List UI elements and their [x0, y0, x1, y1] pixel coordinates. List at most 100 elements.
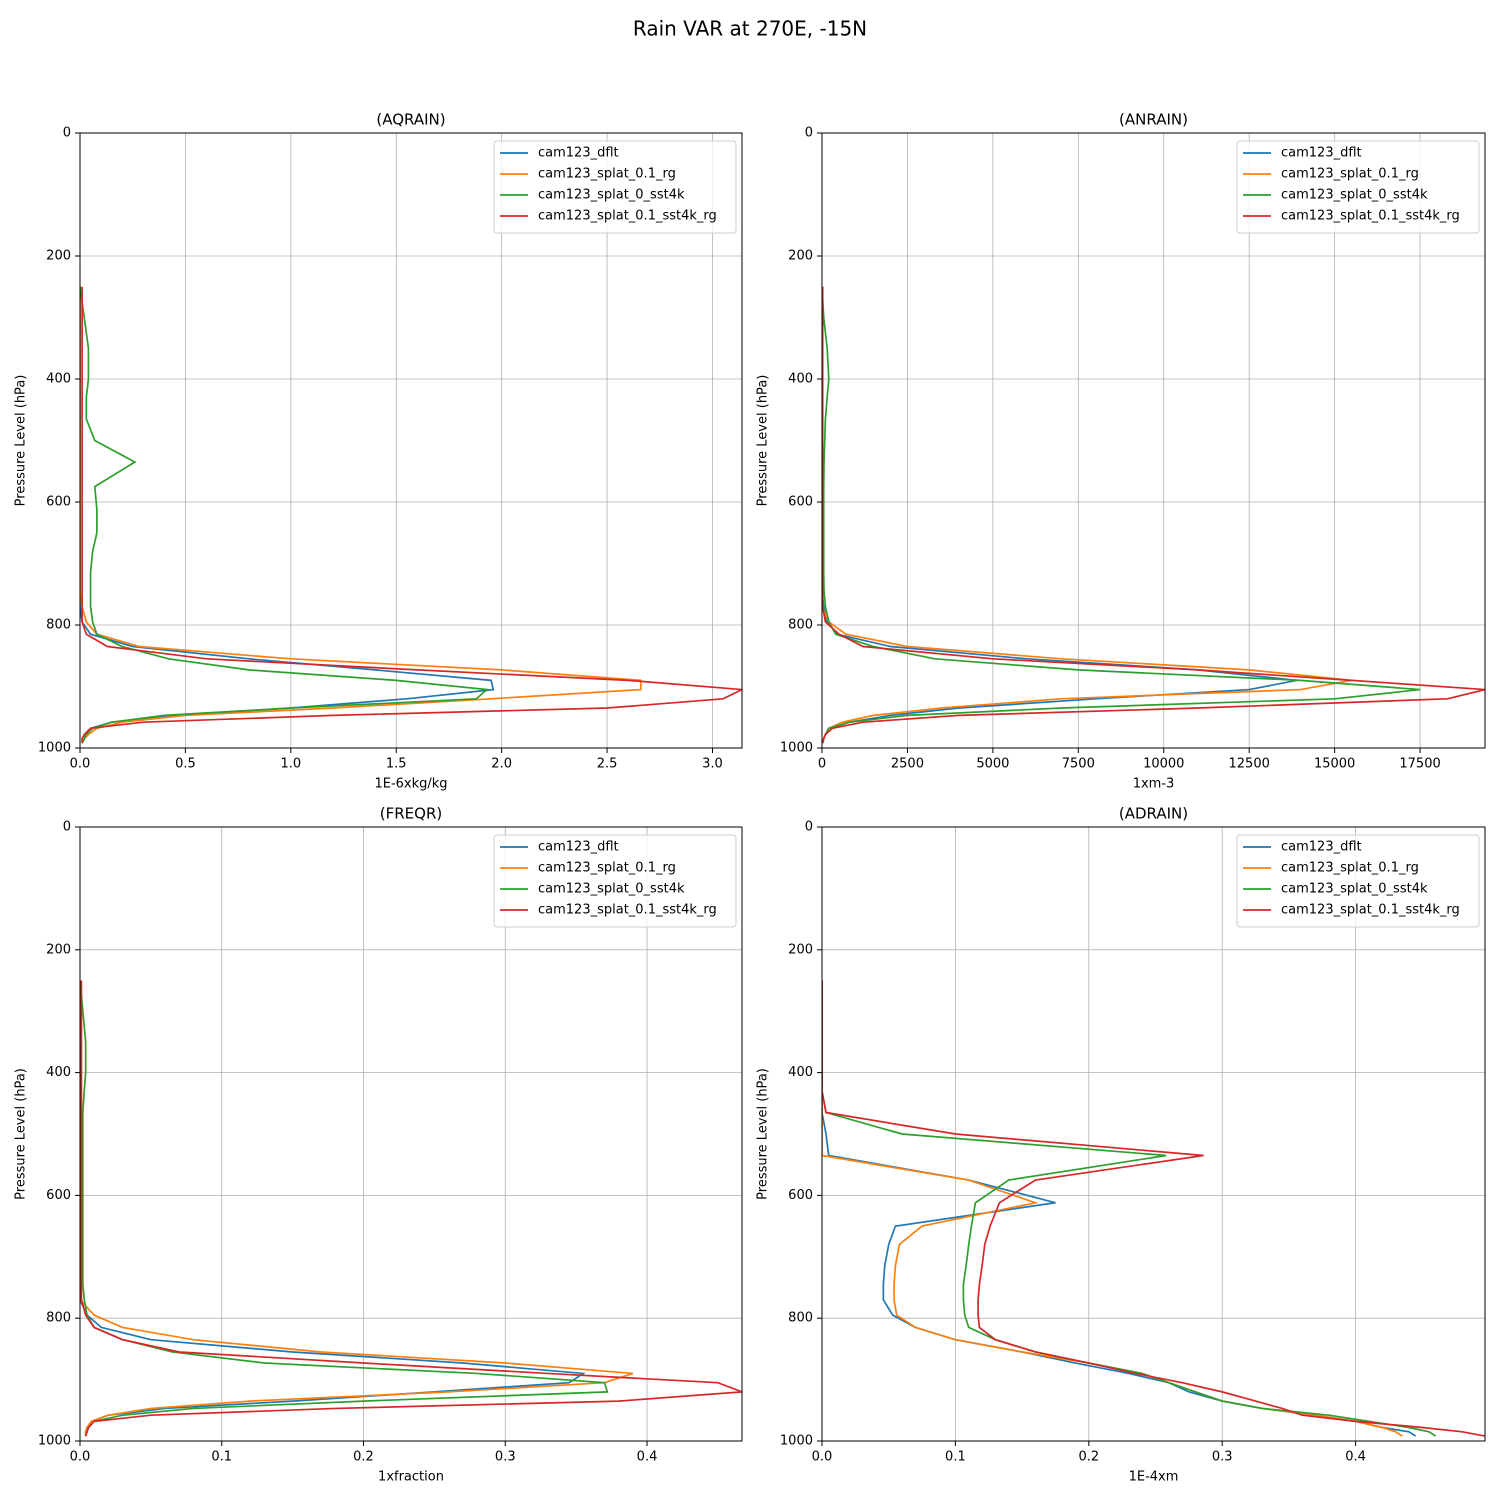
- series-line: [80, 286, 642, 744]
- legend-label: cam123_splat_0_sst4k: [538, 882, 685, 897]
- legend-label: cam123_splat_0.1_sst4k_rg: [538, 209, 717, 224]
- legend-label: cam123_splat_0.1_rg: [1281, 861, 1419, 876]
- legend: cam123_dflt cam123_splat_0.1_rg cam123_spl…: [493, 140, 737, 234]
- legend-label: cam123_splat_0.1_sst4k_rg: [1281, 209, 1460, 224]
- axes-title: (ANRAIN): [1119, 111, 1188, 129]
- x-tick-label: 1.0: [280, 757, 301, 772]
- x-tick-label: 0: [818, 757, 826, 772]
- series-line: [81, 286, 742, 744]
- legend-label: cam123_dflt: [1281, 840, 1362, 855]
- y-axis-label: Pressure Level (hPa): [756, 375, 771, 507]
- x-tick-label: 2.0: [491, 757, 512, 772]
- x-tick-label: 0.2: [1078, 1450, 1099, 1465]
- legend-box: [493, 834, 737, 928]
- legend: cam123_dflt cam123_splat_0.1_rg cam123_spl…: [1236, 834, 1480, 928]
- legend-label: cam123_splat_0.1_rg: [1281, 167, 1419, 182]
- figure-title: Rain VAR at 270E, -15N: [633, 17, 867, 41]
- y-tick-label: 200: [788, 249, 813, 264]
- series-line: [80, 980, 742, 1437]
- series-line: [80, 980, 634, 1437]
- axes: 0.0 0.1 0.2 0.3 0.4 0 200 400 600 800 1000 (ADRAIN)…: [756, 805, 1486, 1485]
- series-line: [80, 980, 609, 1437]
- y-axis-label: Pressure Level (hPa): [14, 375, 29, 507]
- legend-label: cam123_splat_0.1_sst4k_rg: [538, 903, 717, 918]
- legend: cam123_dflt cam123_splat_0.1_rg cam123_spl…: [1236, 140, 1480, 234]
- x-tick-label: 0.1: [945, 1450, 966, 1465]
- y-tick-label: 400: [788, 372, 813, 387]
- y-tick-label: 0: [63, 126, 71, 141]
- x-tick-label: 0.1: [211, 1450, 232, 1465]
- axes-title: (ADRAIN): [1119, 805, 1188, 823]
- x-tick-label: 0.0: [70, 1450, 91, 1465]
- y-tick-label: 400: [46, 372, 71, 387]
- y-tick-label: 200: [788, 942, 813, 957]
- x-axis-label: 1E-6xkg/kg: [374, 777, 447, 792]
- x-tick-label: 12500: [1229, 757, 1270, 772]
- y-tick-label: 0: [63, 820, 71, 835]
- legend-label: cam123_splat_0.1_rg: [538, 861, 676, 876]
- y-tick-label: 800: [46, 1311, 71, 1326]
- x-tick-label: 0.0: [812, 1450, 833, 1465]
- x-tick-label: 0.4: [637, 1450, 658, 1465]
- y-tick-label: 800: [46, 618, 71, 633]
- x-tick-label: 0.0: [70, 757, 91, 772]
- series-line: [822, 980, 1485, 1437]
- axes-frame: [79, 826, 743, 1442]
- y-tick-label: 800: [788, 1311, 813, 1326]
- axes-frame: [821, 826, 1486, 1442]
- axes: 0 2500 5000 7500 10000 12500 15000 17500 0 200 400…: [756, 111, 1486, 792]
- series-line: [80, 286, 489, 744]
- x-tick-label: 1.5: [386, 757, 407, 772]
- x-tick-label: 7500: [1062, 757, 1095, 772]
- y-tick-label: 600: [46, 1188, 71, 1203]
- y-tick-label: 200: [46, 249, 71, 264]
- x-tick-label: 2500: [891, 757, 924, 772]
- x-tick-label: 0.4: [1345, 1450, 1366, 1465]
- y-tick-label: 600: [46, 495, 71, 510]
- legend-box: [1236, 140, 1480, 234]
- x-axis-label: 1E-4xm: [1129, 1470, 1179, 1485]
- axes-frame: [821, 132, 1486, 749]
- x-tick-label: 0.3: [1212, 1450, 1233, 1465]
- y-tick-label: 400: [788, 1065, 813, 1080]
- series-line: [822, 286, 1352, 744]
- legend: cam123_dflt cam123_splat_0.1_rg cam123_spl…: [493, 834, 737, 928]
- y-tick-label: 1000: [38, 1434, 71, 1449]
- y-tick-label: 1000: [38, 741, 71, 756]
- x-tick-label: 5000: [976, 757, 1009, 772]
- x-tick-label: 15000: [1314, 757, 1355, 772]
- y-tick-label: 600: [788, 1188, 813, 1203]
- series-line: [822, 286, 1485, 744]
- y-axis-label: Pressure Level (hPa): [756, 1068, 771, 1200]
- y-axis-label: Pressure Level (hPa): [14, 1068, 29, 1200]
- y-tick-label: 0: [805, 126, 813, 141]
- y-tick-label: 600: [788, 495, 813, 510]
- x-tick-label: 17500: [1399, 757, 1440, 772]
- y-tick-label: 800: [788, 618, 813, 633]
- legend-label: cam123_dflt: [538, 840, 619, 855]
- y-tick-label: 1000: [780, 741, 813, 756]
- x-axis-label: 1xm-3: [1133, 777, 1175, 792]
- y-tick-label: 1000: [780, 1434, 813, 1449]
- legend-box: [1236, 834, 1480, 928]
- y-tick-label: 400: [46, 1065, 71, 1080]
- axes: 0.0 0.5 1.0 1.5 2.0 2.5 3.0 0 200 400 600 800 1000 (A…: [14, 111, 743, 792]
- axes-frame: [79, 132, 743, 749]
- legend-label: cam123_dflt: [1281, 146, 1362, 161]
- x-tick-label: 0.5: [175, 757, 196, 772]
- y-tick-label: 0: [805, 820, 813, 835]
- x-tick-label: 0.3: [495, 1450, 516, 1465]
- series-line: [822, 286, 1421, 744]
- axes-title: (AQRAIN): [376, 111, 445, 129]
- legend-label: cam123_dflt: [538, 146, 619, 161]
- axes-title: (FREQR): [380, 805, 442, 823]
- y-tick-label: 200: [46, 942, 71, 957]
- x-axis-label: 1xfraction: [378, 1470, 444, 1485]
- legend-label: cam123_splat_0.1_rg: [538, 167, 676, 182]
- x-tick-label: 10000: [1143, 757, 1184, 772]
- legend-label: cam123_splat_0.1_sst4k_rg: [1281, 903, 1460, 918]
- legend-box: [493, 140, 737, 234]
- legend-label: cam123_splat_0_sst4k: [1281, 188, 1428, 203]
